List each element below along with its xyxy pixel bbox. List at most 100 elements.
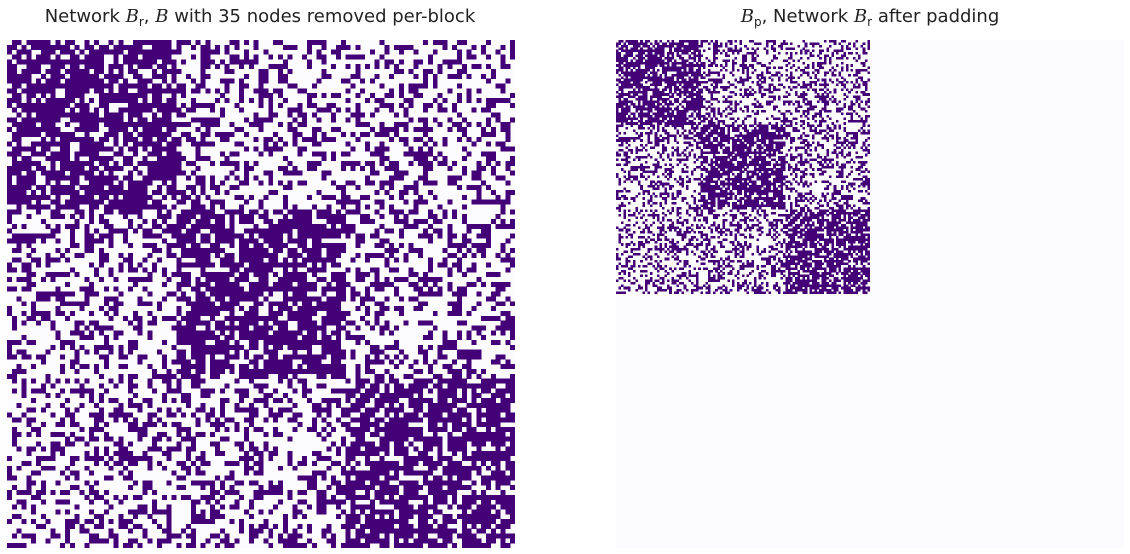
edge-cell [69, 204, 75, 210]
edge-cell [326, 456, 332, 462]
edge-cell [147, 514, 153, 520]
edge-cell [171, 88, 177, 94]
edge-cell [118, 44, 124, 50]
edge-cell [11, 185, 17, 191]
edge-cell [437, 402, 443, 408]
edge-cell [413, 136, 419, 142]
edge-cell [219, 504, 225, 510]
edge-cell [161, 238, 167, 244]
edge-cell [253, 427, 259, 433]
edge-cell [292, 248, 298, 254]
edge-cell [350, 388, 356, 394]
edge-cell [176, 69, 182, 75]
edge-cell [176, 349, 182, 355]
edge-cell [282, 368, 288, 374]
edge-cell [384, 131, 390, 137]
edge-cell [166, 315, 172, 321]
edge-cell [176, 199, 182, 205]
edge-cell [11, 248, 17, 254]
edge-cell [277, 480, 283, 486]
edge-cell [171, 102, 177, 108]
edge-cell [103, 122, 109, 128]
edge-cell [127, 339, 133, 345]
edge-cell [427, 180, 433, 186]
edge-cell [171, 359, 177, 365]
edge-cell [432, 485, 438, 491]
edge-cell [195, 422, 201, 428]
edge-cell [292, 238, 298, 244]
edge-cell [176, 431, 182, 437]
edge-cell [40, 407, 46, 413]
edge-cell [403, 494, 409, 500]
edge-cell [476, 330, 482, 336]
edge-cell [108, 180, 114, 186]
edge-cell [45, 310, 51, 316]
edge-cell [45, 59, 51, 65]
edge-cell [326, 344, 332, 350]
edge-cell [40, 446, 46, 452]
edge-cell [408, 393, 414, 399]
edge-cell [485, 412, 491, 418]
edge-cell [413, 209, 419, 215]
edge-cell [461, 165, 467, 171]
edge-cell [456, 83, 462, 89]
edge-cell [11, 427, 17, 433]
edge-cell [234, 286, 240, 292]
edge-cell [282, 277, 288, 283]
edge-cell [326, 306, 332, 312]
edge-cell [461, 378, 467, 384]
edge-cell [413, 49, 419, 55]
edge-cell [84, 194, 90, 200]
edge-cell [418, 219, 424, 224]
edge-cell [55, 272, 61, 278]
edge-cell [456, 412, 462, 418]
edge-cell [442, 160, 448, 166]
edge-cell [418, 286, 424, 292]
edge-cell [7, 64, 12, 70]
edge-cell [195, 40, 201, 45]
edge-cell [113, 98, 119, 104]
edge-cell [65, 378, 71, 384]
edge-cell [152, 388, 158, 394]
edge-cell [437, 383, 443, 389]
edge-cell [239, 243, 245, 249]
edge-cell [123, 456, 129, 462]
edge-cell [118, 460, 124, 466]
edge-cell [495, 388, 501, 394]
edge-cell [16, 499, 22, 505]
edge-cell [89, 431, 95, 437]
edge-cell [215, 325, 221, 331]
edge-cell [437, 436, 443, 442]
edge-cell [190, 170, 196, 176]
edge-cell [306, 209, 312, 215]
edge-cell [345, 281, 351, 287]
edge-cell [40, 219, 46, 224]
edge-cell [16, 136, 22, 142]
edge-cell [156, 509, 162, 515]
edge-cell [171, 315, 177, 321]
edge-cell [50, 117, 56, 123]
edge-cell [108, 117, 114, 123]
edge-cell [389, 417, 395, 423]
edge-cell [186, 252, 191, 258]
edge-cell [11, 267, 17, 273]
edge-cell [413, 368, 419, 374]
edge-cell [408, 83, 414, 89]
edge-cell [505, 407, 511, 413]
edge-cell [166, 504, 172, 510]
edge-cell [394, 64, 400, 70]
edge-cell [466, 330, 472, 336]
edge-cell [335, 364, 341, 370]
edge-cell [65, 436, 71, 442]
edge-cell [89, 398, 95, 404]
edge-cell [365, 422, 371, 428]
edge-cell [452, 485, 458, 491]
edge-cell [248, 407, 254, 413]
edge-cell [277, 54, 283, 60]
edge-cell [403, 431, 409, 437]
edge-cell [239, 88, 245, 94]
edge-cell [108, 64, 114, 70]
edge-cell [132, 228, 138, 234]
edge-cell [40, 136, 46, 142]
edge-cell [437, 291, 443, 297]
